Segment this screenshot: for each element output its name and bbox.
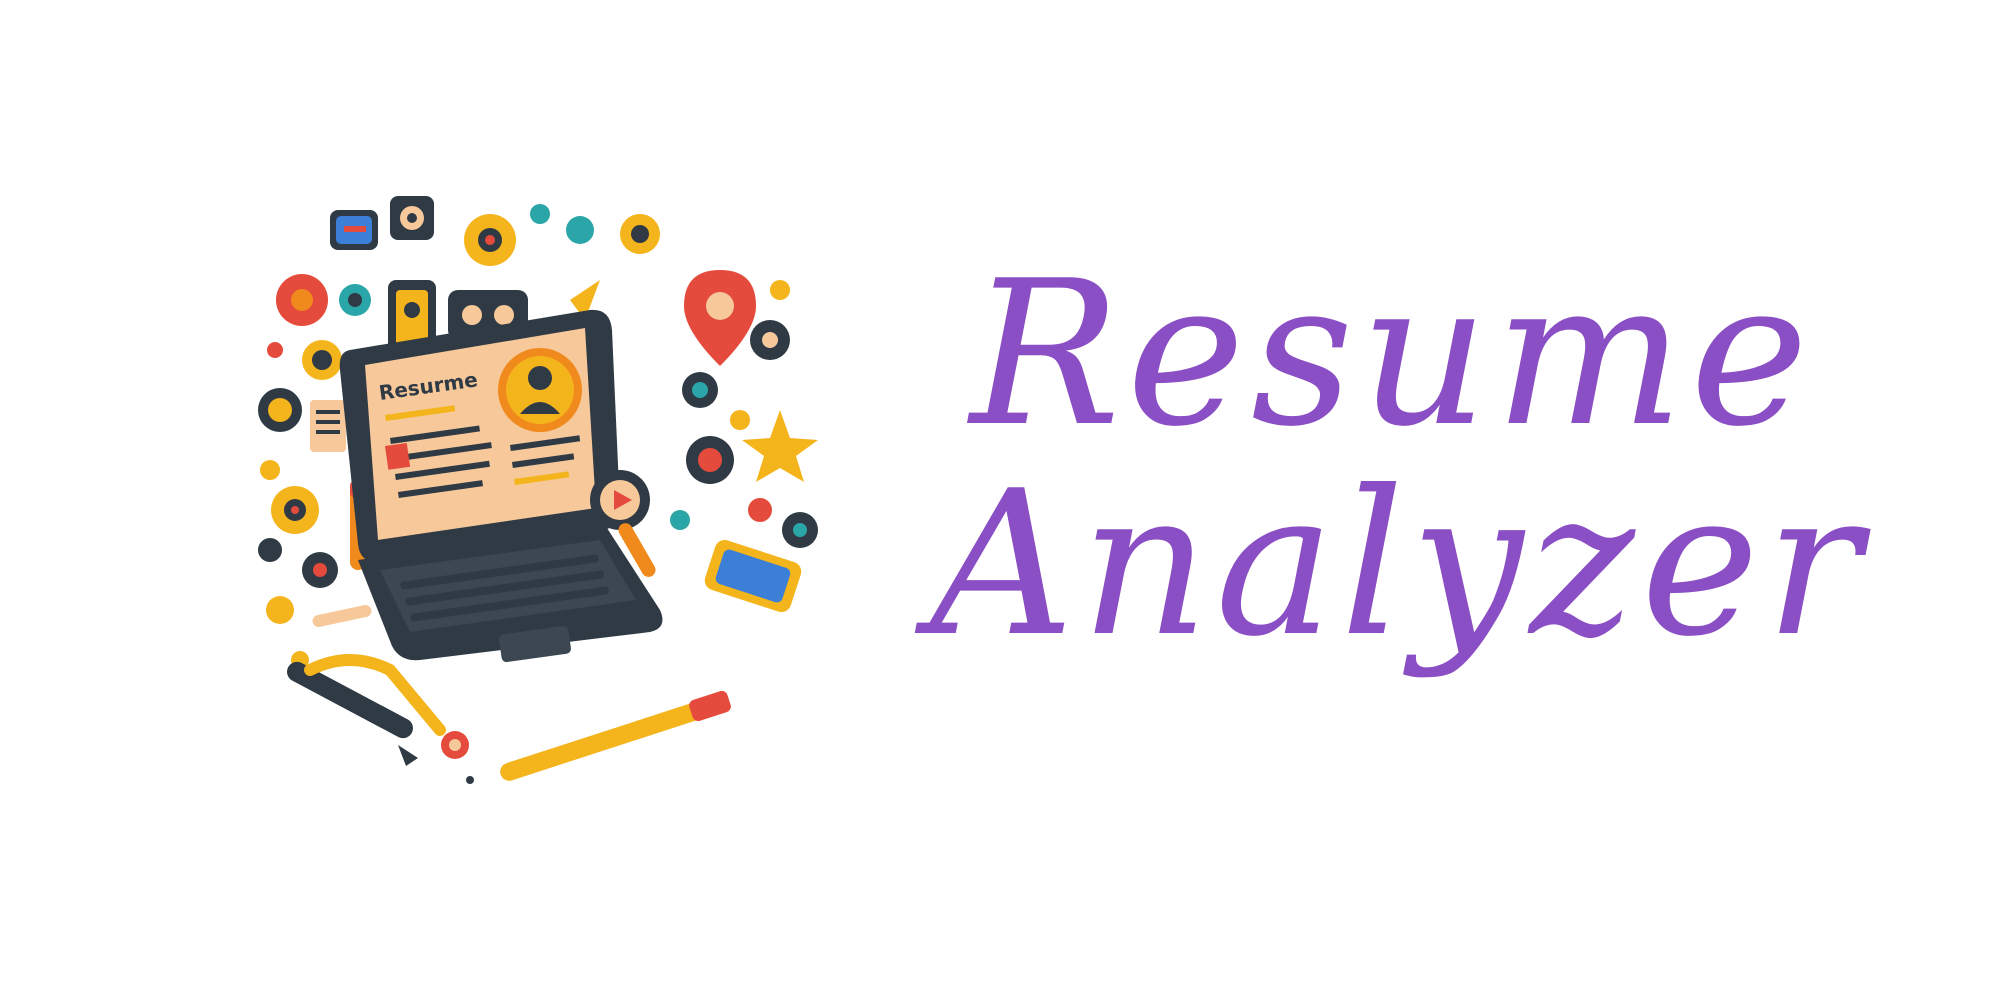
app-title: Resume Analyzer (930, 238, 1867, 770)
tools-icon (287, 654, 731, 784)
resume-analyzer-illustration: Resurme (240, 190, 840, 810)
title-word-resume: Resume (970, 238, 1815, 471)
decorative-icon-cloud (258, 196, 818, 669)
title-word-analyzer: Analyzer (930, 448, 1867, 681)
laptop-resume-icon: Resurme (258, 196, 818, 784)
laptop-icon: Resurme (339, 309, 663, 663)
